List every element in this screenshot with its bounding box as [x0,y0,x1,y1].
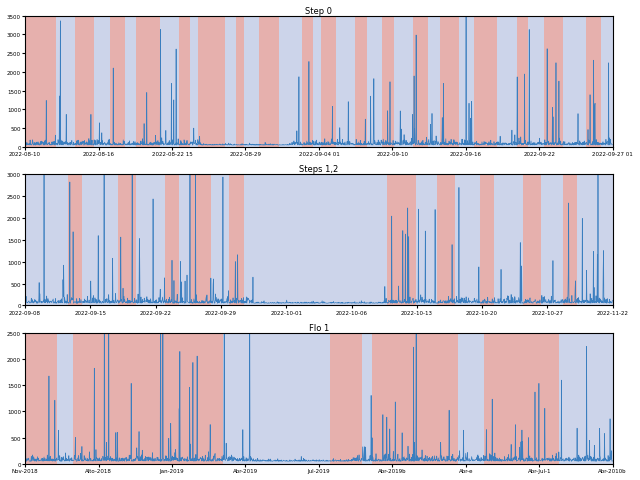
Bar [109,17,125,148]
Bar [278,17,301,148]
Bar [559,333,612,464]
Bar [523,175,541,306]
Bar [563,175,577,306]
Bar [541,175,563,306]
Bar [136,175,165,306]
Bar [428,17,440,148]
Bar [223,333,330,464]
Bar [413,17,428,148]
Bar [321,17,336,148]
Bar [577,175,612,306]
Bar [259,17,278,148]
Bar [83,175,118,306]
Bar [25,17,56,148]
Bar [75,17,94,148]
Bar [211,175,229,306]
Bar [244,175,387,306]
Bar [484,333,559,464]
Bar [136,17,159,148]
Bar [355,17,367,148]
Bar [474,17,497,148]
Bar [367,17,382,148]
Bar [198,17,225,148]
Bar [179,17,190,148]
Bar [56,17,75,148]
Bar [25,333,57,464]
Title: Flo 1: Flo 1 [308,323,329,332]
Bar [244,17,259,148]
Bar [528,17,543,148]
Bar [236,17,244,148]
Bar [301,17,313,148]
Bar [68,175,83,306]
Bar [190,175,211,306]
Title: Steps 1,2: Steps 1,2 [300,165,339,174]
Bar [362,333,372,464]
Bar [125,17,136,148]
Bar [382,17,394,148]
Bar [387,175,415,306]
Bar [480,175,495,306]
Bar [459,17,474,148]
Bar [73,333,223,464]
Bar [225,17,236,148]
Bar [437,175,455,306]
Bar [159,17,179,148]
Bar [415,175,437,306]
Bar [190,17,198,148]
Bar [543,17,563,148]
Bar [563,17,586,148]
Bar [336,17,355,148]
Bar [229,175,244,306]
Bar [601,17,612,148]
Bar [165,175,179,306]
Bar [372,333,458,464]
Bar [57,333,73,464]
Bar [497,17,516,148]
Bar [516,17,528,148]
Bar [179,175,190,306]
Title: Step 0: Step 0 [305,7,332,16]
Bar [586,17,601,148]
Bar [25,175,68,306]
Bar [455,175,480,306]
Bar [458,333,484,464]
Bar [94,17,109,148]
Bar [118,175,136,306]
Bar [394,17,413,148]
Bar [440,17,459,148]
Bar [495,175,523,306]
Bar [313,17,321,148]
Bar [330,333,362,464]
